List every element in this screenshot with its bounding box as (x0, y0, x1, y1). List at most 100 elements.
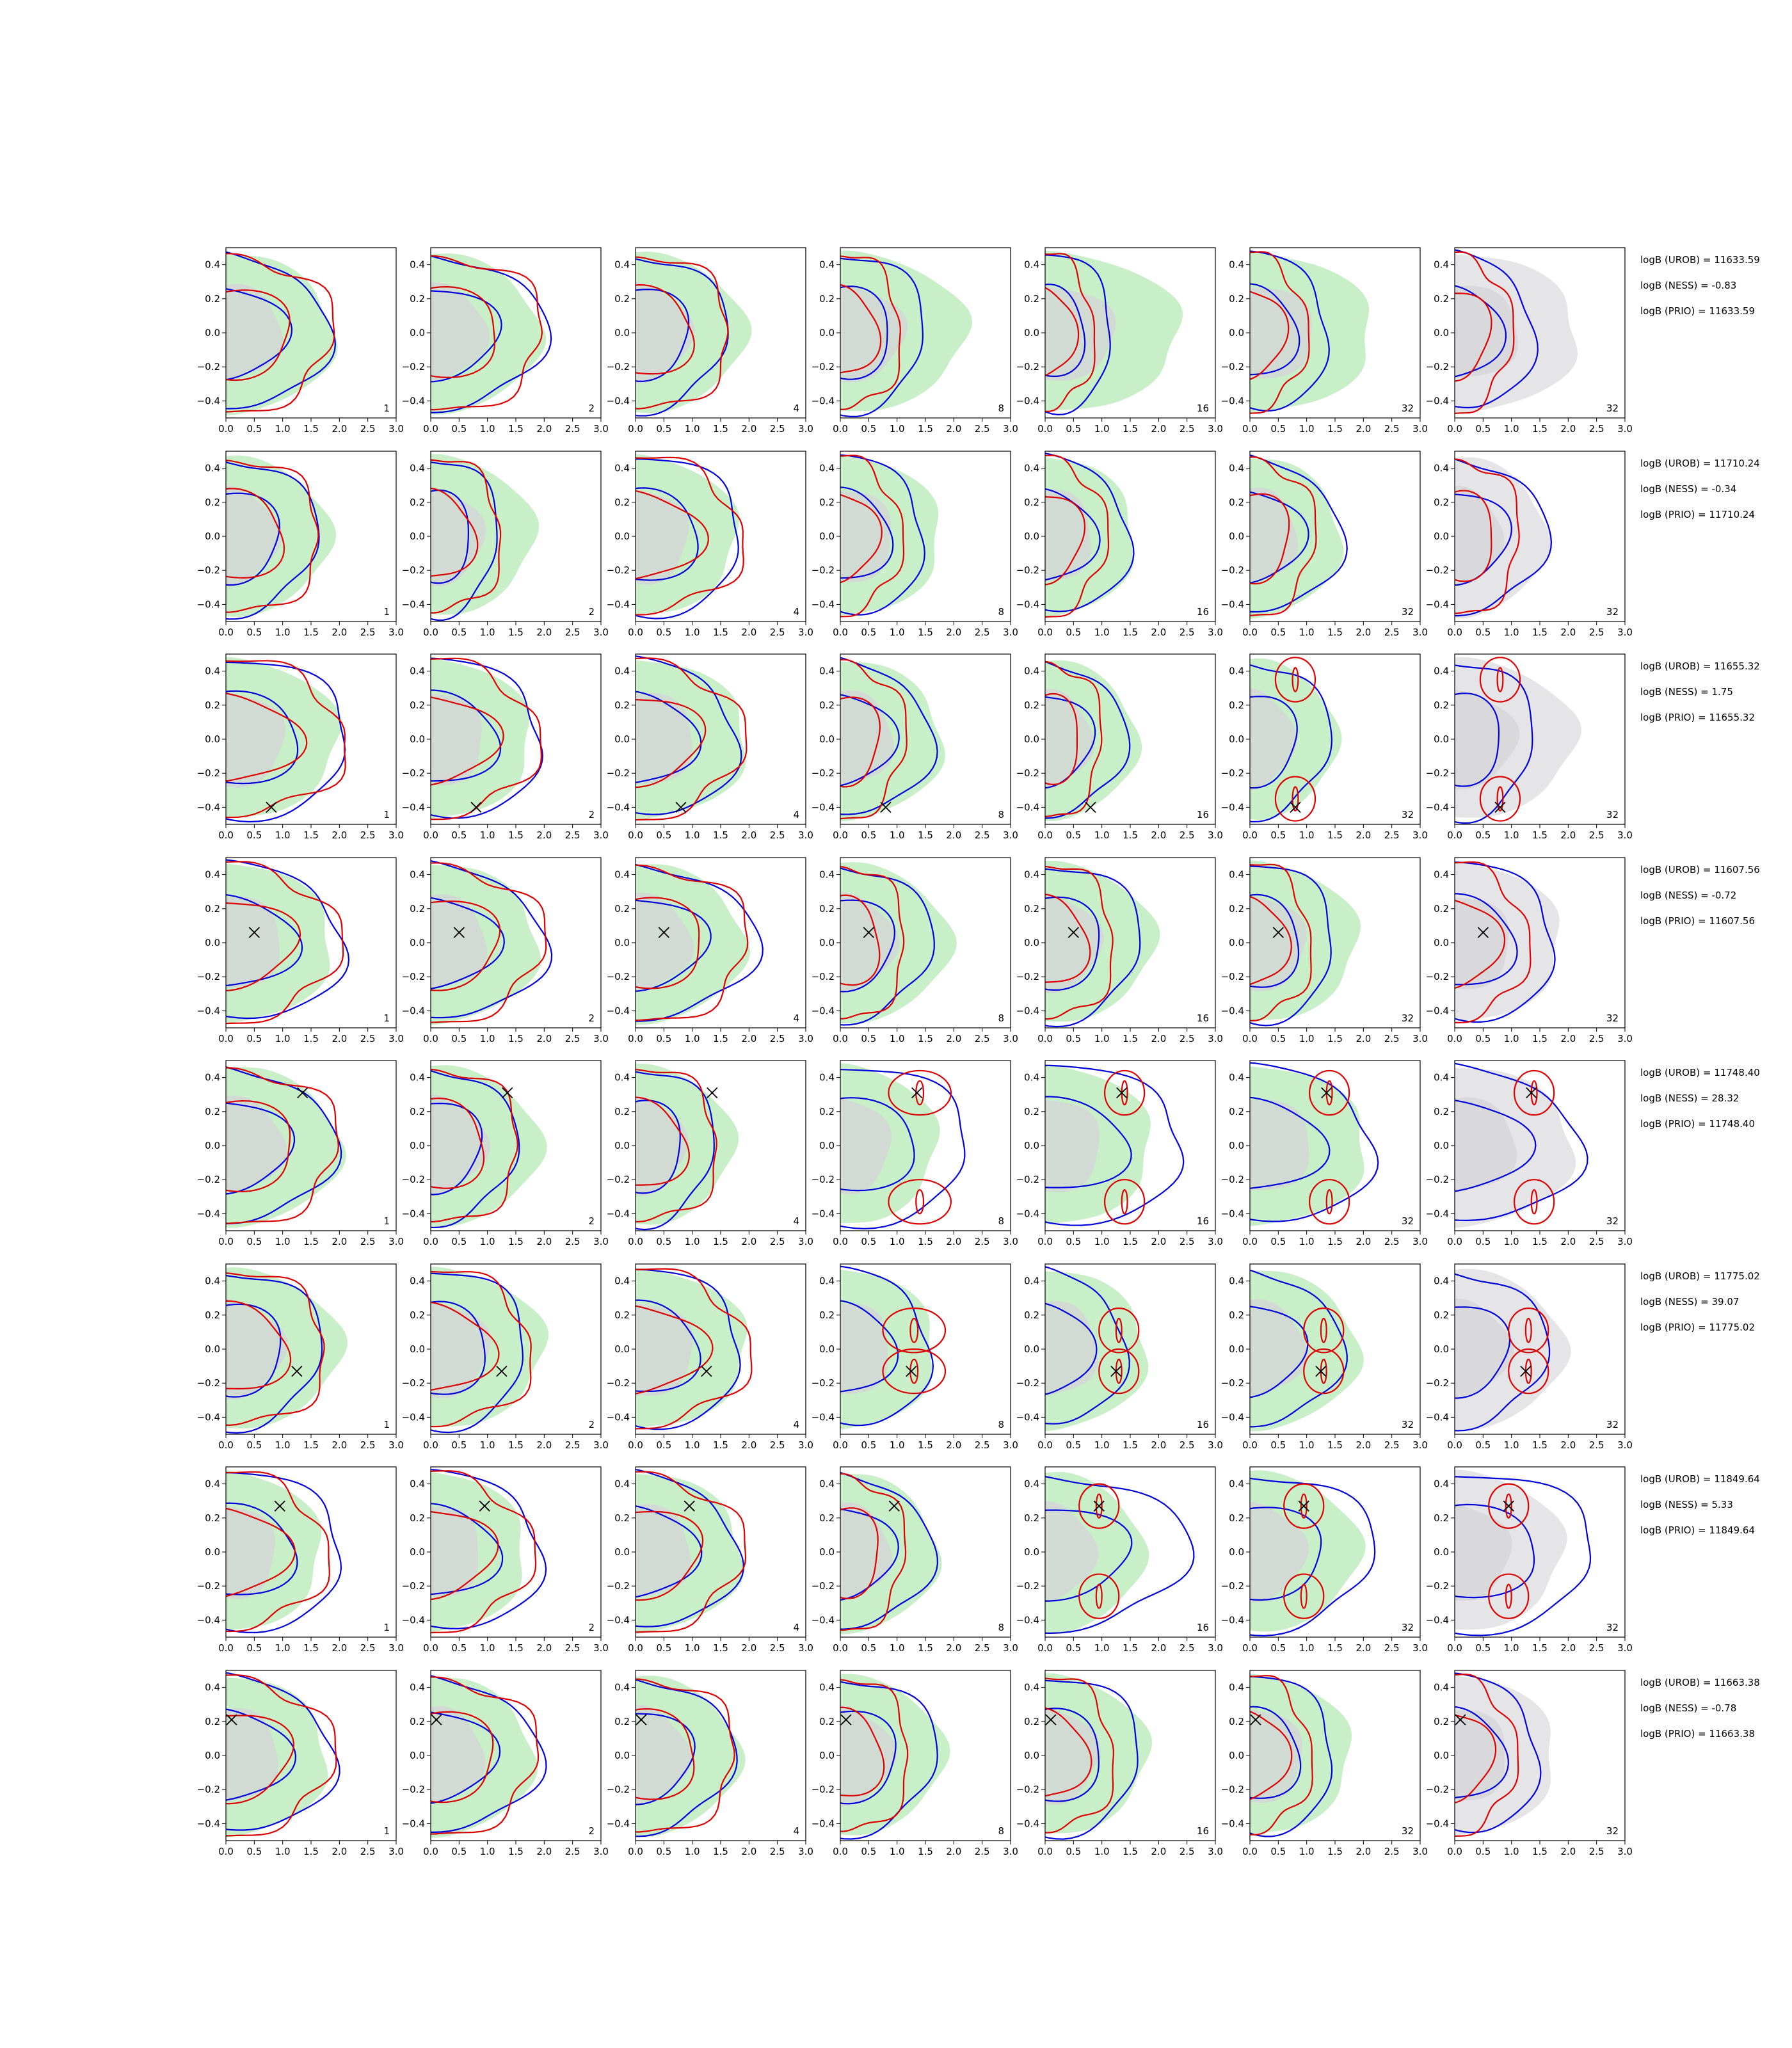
y-tick-label: 0.4 (1434, 1276, 1449, 1287)
x-tick-label: 0.0 (423, 1033, 438, 1044)
x-tick-label: 2.0 (1151, 1642, 1166, 1654)
x-tick-label: 1.0 (480, 1033, 495, 1044)
x-tick-label: 0.0 (218, 1642, 234, 1654)
x-tick-label: 0.5 (861, 1236, 876, 1247)
y-tick-label: 0.2 (1434, 700, 1449, 711)
x-tick-label: 3.0 (1412, 627, 1428, 638)
panel-corner-label: 2 (588, 1215, 595, 1227)
contour-a-inner (1455, 1503, 1535, 1599)
filled-inner-region (431, 894, 488, 991)
panel-corner-label: 8 (998, 1825, 1004, 1837)
true-value-marker (701, 1365, 712, 1377)
x-tick-label: 1.5 (1123, 1439, 1138, 1451)
x-tick-label: 2.0 (1356, 1033, 1371, 1044)
x-tick-label: 2.5 (1589, 1846, 1604, 1857)
y-tick-label: −0.4 (607, 801, 630, 813)
x-tick-label: 1.5 (918, 1236, 933, 1247)
contour-b-mode-1-outer (1283, 1483, 1325, 1529)
x-tick-label: 0.5 (1475, 1033, 1491, 1044)
x-tick-label: 3.0 (1208, 1439, 1223, 1451)
panel-r4-c4: 0.0 0.5 1.0 1.5 2.0 2.5 3.0 0.4 0.2 0.0 −0.2 −0.4 8 (812, 857, 1018, 1044)
true-value-marker (291, 1365, 303, 1377)
contour-b-mode-2-inner (1505, 1583, 1512, 1609)
x-tick-label: 2.0 (536, 1846, 552, 1857)
y-tick-label: 0.2 (1434, 1106, 1449, 1117)
panel-corner-label: 16 (1197, 1825, 1209, 1837)
contour-b-inner (431, 487, 479, 577)
y-tick-label: 0.4 (205, 1276, 220, 1287)
x-tick-label: 0.5 (246, 1033, 262, 1044)
x-tick-label: 1.5 (508, 423, 524, 435)
contour-a-outer (1455, 458, 1553, 617)
contour-b-inner (1250, 291, 1290, 380)
contour-b-inner (431, 1510, 499, 1601)
x-tick-label: 0.0 (1037, 627, 1053, 638)
x-tick-label: 2.5 (1384, 829, 1400, 841)
x-tick-label: 0.0 (218, 423, 234, 435)
filled-inner-region (636, 489, 689, 585)
y-tick-label: −0.2 (607, 564, 630, 576)
contour-b-outer (1250, 1675, 1313, 1836)
y-tick-label: −0.4 (607, 1208, 630, 1219)
x-tick-label: 0.5 (451, 627, 467, 638)
true-value-marker (880, 801, 892, 813)
contour-a-inner (840, 1710, 897, 1805)
panel-r3-c6: 0.0 0.5 1.0 1.5 2.0 2.5 3.0 0.4 0.2 0.0 −0.2 −0.4 32 (1221, 653, 1428, 841)
y-tick-label: 0.0 (205, 937, 220, 948)
x-tick-label: 1.5 (1123, 1642, 1138, 1654)
x-tick-label: 2.0 (1356, 423, 1371, 435)
y-tick-label: −0.4 (1426, 1005, 1449, 1016)
x-tick-label: 0.5 (451, 1033, 467, 1044)
x-tick-label: 3.0 (1617, 1846, 1633, 1857)
y-tick-label: 0.4 (1024, 1276, 1039, 1287)
x-tick-label: 0.0 (1447, 1033, 1462, 1044)
x-tick-label: 3.0 (1208, 423, 1223, 435)
panel-corner-label: 16 (1197, 1012, 1209, 1024)
x-tick-label: 0.0 (423, 829, 438, 841)
contour-b-outer (431, 1270, 532, 1428)
x-tick-label: 0.5 (656, 1033, 671, 1044)
contour-b-mode-2-inner (1292, 786, 1299, 812)
x-tick-label: 0.0 (1242, 1846, 1258, 1857)
contour-a-inner (226, 1102, 296, 1195)
x-tick-label: 3.0 (1412, 1642, 1428, 1654)
x-tick-label: 2.5 (565, 829, 580, 841)
x-tick-label: 2.5 (770, 1439, 785, 1451)
y-tick-label: −0.2 (1221, 1174, 1244, 1185)
contour-b-outer (226, 1471, 330, 1633)
x-tick-label: 0.5 (1270, 627, 1286, 638)
y-tick-label: 0.4 (1229, 1682, 1244, 1693)
y-tick-label: 0.0 (410, 1546, 425, 1558)
x-tick-label: 2.0 (536, 1439, 552, 1451)
y-tick-label: 0.0 (1229, 937, 1244, 948)
stat-line-1: logB (UROB) = 11663.38 (1640, 1677, 1760, 1688)
contour-b-mode-1-outer (888, 1069, 952, 1116)
x-tick-label: 1.5 (1532, 1236, 1548, 1247)
x-tick-label: 3.0 (1617, 627, 1633, 638)
contour-b-mode-2-outer (882, 1308, 947, 1354)
x-tick-label: 3.0 (1208, 829, 1223, 841)
x-tick-label: 0.0 (1242, 829, 1258, 841)
true-value-marker (431, 1714, 442, 1725)
y-tick-label: 0.0 (1024, 531, 1039, 542)
contour-b-mode-2-outer (1488, 1573, 1530, 1619)
y-tick-label: 0.4 (410, 1478, 425, 1490)
y-tick-label: 0.2 (614, 700, 630, 711)
y-tick-label: 0.4 (614, 869, 630, 881)
x-tick-label: 0.5 (656, 1642, 671, 1654)
x-tick-label: 2.5 (975, 423, 990, 435)
panel-corner-label: 1 (383, 403, 390, 414)
contour-a-outer (1250, 1477, 1376, 1636)
x-tick-label: 3.0 (1617, 829, 1633, 841)
panel-r7-c1: 0.0 0.5 1.0 1.5 2.0 2.5 3.0 0.4 0.2 0.0 −0.2 −0.4 1 (197, 1466, 404, 1654)
contour-b-inner (1455, 899, 1506, 989)
panel-corner-label: 16 (1197, 1215, 1209, 1227)
y-tick-label: 0.4 (614, 259, 630, 271)
x-tick-label: 2.5 (1589, 627, 1604, 638)
contour-a-outer (226, 1672, 340, 1831)
contour-a-inner (1455, 893, 1518, 986)
y-tick-label: 0.0 (1229, 531, 1244, 542)
filled-inner-region (1250, 1100, 1309, 1191)
contour-a-outer (431, 860, 553, 1019)
x-tick-label: 2.0 (332, 423, 347, 435)
